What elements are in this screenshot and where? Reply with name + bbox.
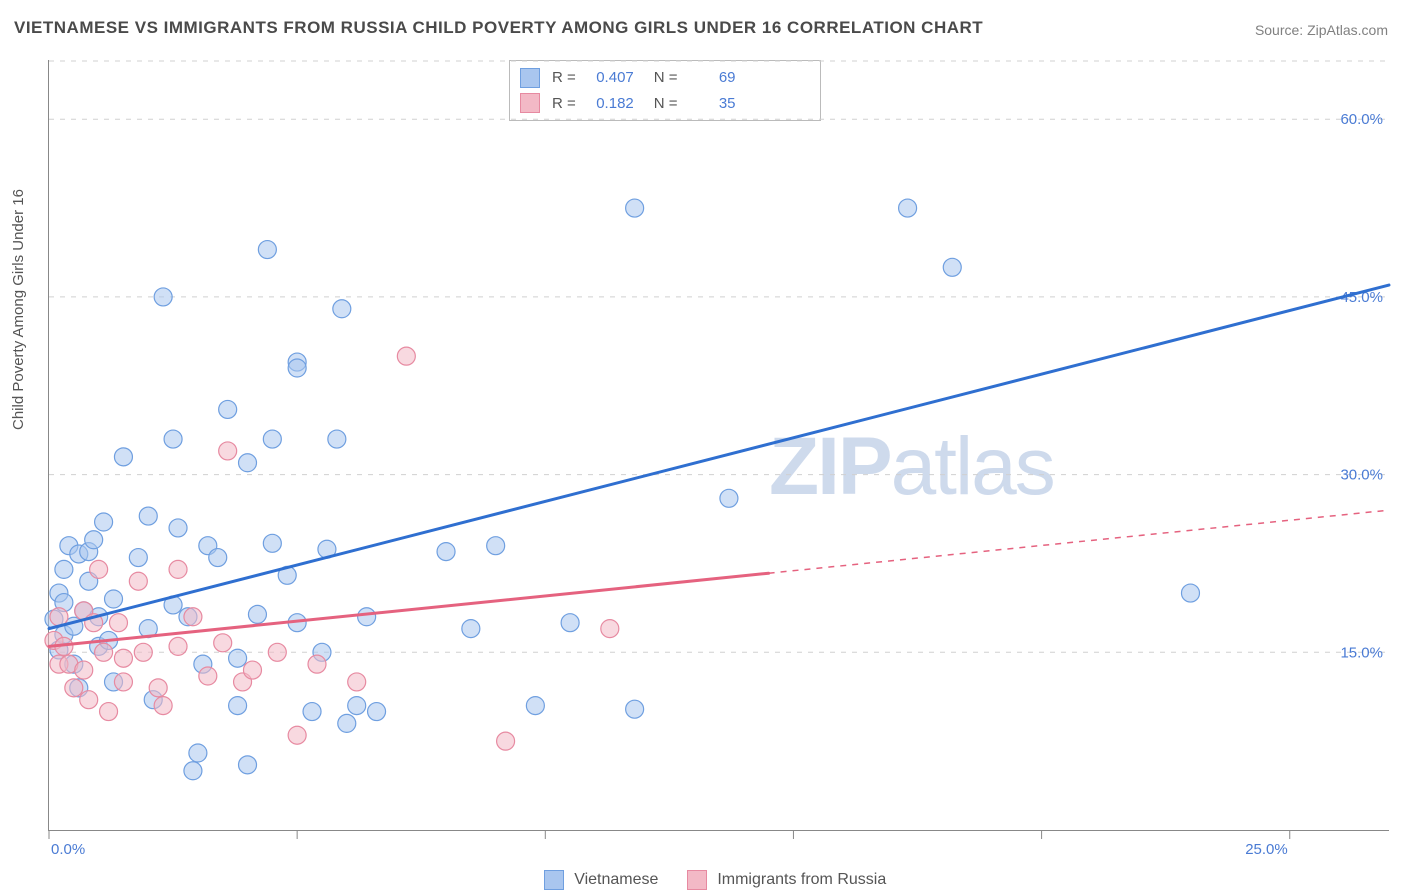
- svg-text:25.0%: 25.0%: [1245, 841, 1288, 858]
- plot-area: R =0.407 N =69 R =0.182 N =35 ZIPatlas 1…: [48, 60, 1389, 831]
- scatter-svg: 15.0%30.0%45.0%60.0%0.0%25.0%: [49, 60, 1389, 830]
- swatch-icon: [544, 870, 564, 890]
- y-axis-label: Child Poverty Among Girls Under 16: [10, 189, 27, 430]
- svg-text:60.0%: 60.0%: [1340, 111, 1383, 128]
- svg-text:15.0%: 15.0%: [1340, 644, 1383, 661]
- svg-text:30.0%: 30.0%: [1340, 467, 1383, 484]
- series-legend: Vietnamese Immigrants from Russia: [0, 870, 1406, 890]
- legend-label-russia: Immigrants from Russia: [717, 871, 886, 888]
- svg-text:0.0%: 0.0%: [51, 841, 85, 858]
- source-label: Source: ZipAtlas.com: [1255, 22, 1388, 38]
- swatch-icon: [687, 870, 707, 890]
- legend-label-vietnamese: Vietnamese: [574, 871, 658, 888]
- chart-title: VIETNAMESE VS IMMIGRANTS FROM RUSSIA CHI…: [14, 18, 983, 38]
